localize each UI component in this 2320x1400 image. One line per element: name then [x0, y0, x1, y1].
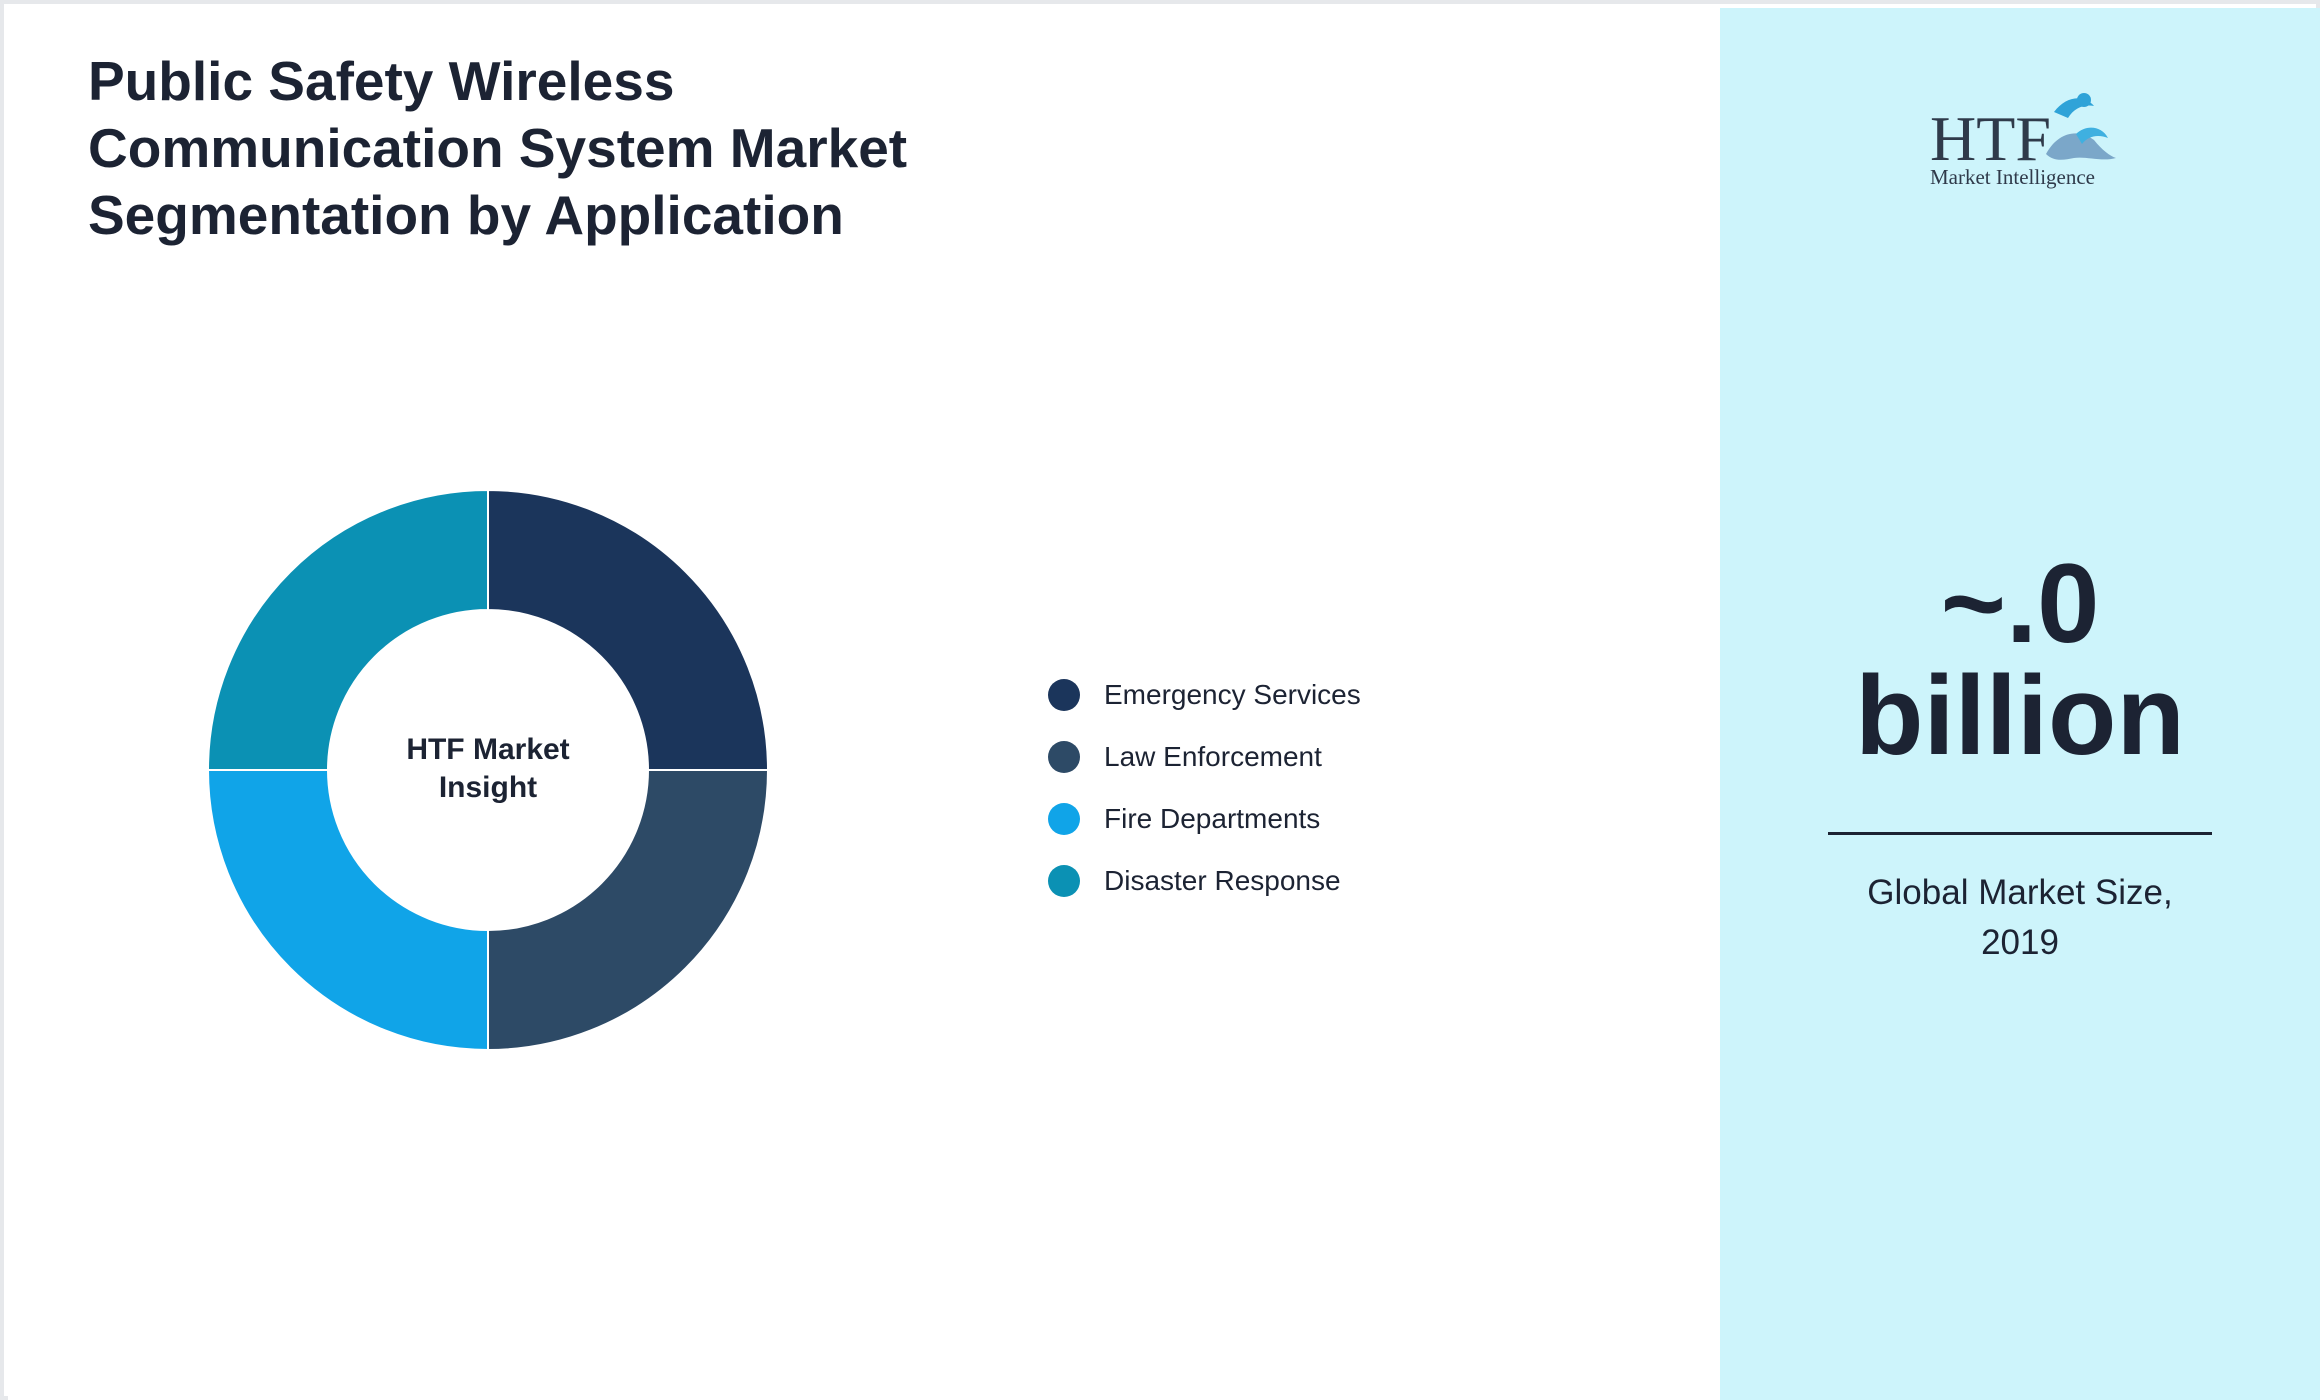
- market-size-value-line-1: ~.0: [1940, 541, 2100, 666]
- legend-label: Law Enforcement: [1104, 741, 1322, 772]
- legend-swatch: [1048, 865, 1080, 897]
- legend-item: Emergency Services: [1048, 664, 1361, 726]
- title-line-3: Segmentation by Application: [88, 184, 844, 246]
- legend-label: Fire Departments: [1104, 803, 1321, 834]
- donut-slice-law-enforcement: [487, 769, 770, 1052]
- legend-item: Fire Departments: [1048, 788, 1361, 850]
- donut-slice-disaster-response: [206, 488, 489, 771]
- donut-slice-fire-departments: [206, 769, 489, 1052]
- logo-text-sub: Market Intelligence: [1930, 165, 2095, 189]
- logo-text-main: HTF: [1930, 103, 2051, 174]
- center-label-line-2: Insight: [439, 771, 537, 804]
- market-size-caption: Global Market Size, 2019: [1720, 868, 2320, 968]
- legend-item: Disaster Response: [1048, 850, 1361, 912]
- legend-item: Law Enforcement: [1048, 726, 1361, 788]
- market-size-panel: HTF Market Intelligence ~.0 billion Glob…: [1720, 8, 2320, 1400]
- page-title: Public Safety Wireless Communication Sys…: [88, 48, 1088, 249]
- market-size-value: ~.0 billion: [1720, 548, 2320, 772]
- chart-legend: Emergency Services Law Enforcement Fire …: [1048, 664, 1361, 912]
- center-label-line-1: HTF Market: [406, 733, 569, 766]
- caption-line-2: 2019: [1981, 923, 2059, 962]
- divider-line: [1828, 832, 2212, 835]
- donut-chart: HTF Market Insight: [206, 488, 770, 1052]
- legend-swatch: [1048, 803, 1080, 835]
- legend-swatch: [1048, 679, 1080, 711]
- legend-swatch: [1048, 741, 1080, 773]
- title-line-2: Communication System Market: [88, 117, 908, 179]
- chart-panel: Public Safety Wireless Communication Sys…: [8, 8, 1720, 1400]
- caption-line-1: Global Market Size,: [1867, 873, 2173, 912]
- donut-slice-emergency-services: [487, 488, 770, 771]
- donut-slices: [206, 488, 770, 1052]
- title-line-1: Public Safety Wireless: [88, 50, 675, 112]
- legend-label: Emergency Services: [1104, 679, 1361, 710]
- htf-logo-icon: HTF Market Intelligence: [1930, 93, 2116, 189]
- legend-label: Disaster Response: [1104, 865, 1341, 896]
- market-size-value-line-2: billion: [1855, 653, 2185, 778]
